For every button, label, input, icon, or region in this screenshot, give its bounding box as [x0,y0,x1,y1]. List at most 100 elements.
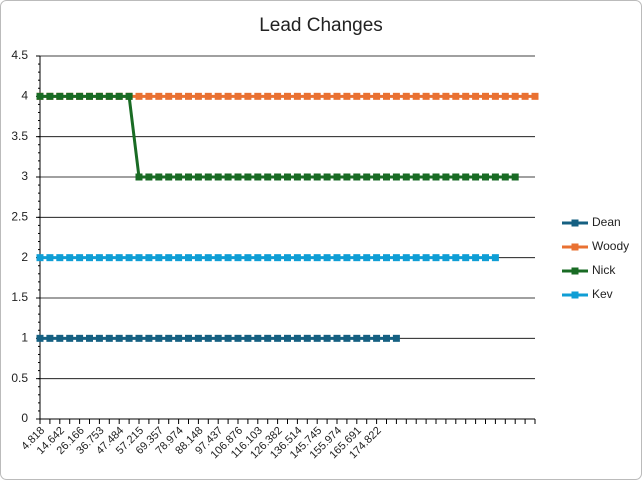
marker [293,173,301,181]
marker [432,254,440,262]
marker [214,334,222,342]
marker [115,334,123,342]
marker [46,254,54,262]
marker [254,254,262,262]
marker [36,254,44,262]
legend-label: Nick [592,263,616,277]
marker [244,173,252,181]
marker [145,92,153,100]
marker [135,92,143,100]
marker [333,92,341,100]
marker [244,92,252,100]
marker [155,173,163,181]
legend-marker [571,219,579,227]
marker [56,334,64,342]
legend-label: Kev [592,287,613,301]
marker [264,334,272,342]
marker [363,334,371,342]
marker [373,254,381,262]
marker [135,334,143,342]
marker [274,254,282,262]
marker [135,173,143,181]
marker [323,254,331,262]
marker [501,173,509,181]
marker [491,92,499,100]
marker [353,92,361,100]
marker [333,254,341,262]
marker [482,173,489,181]
marker [115,92,123,100]
marker [56,254,64,262]
marker [214,173,222,181]
y-tick-label: 4.5 [11,48,28,62]
marker [185,334,192,342]
marker [383,92,390,100]
marker [66,92,74,100]
marker [165,254,173,262]
marker [194,92,202,100]
legend-label: Dean [592,215,621,229]
y-tick-label: 3 [21,169,28,183]
marker [501,92,509,100]
marker [234,92,242,100]
marker [214,254,222,262]
marker [155,92,163,100]
marker [76,254,84,262]
marker [402,173,410,181]
marker [76,92,84,100]
marker [56,92,64,100]
marker [462,173,470,181]
marker [244,334,252,342]
marker [175,173,183,181]
marker [86,334,93,342]
marker [323,334,331,342]
y-tick-label: 3.5 [11,129,28,143]
marker [194,254,202,262]
marker [491,173,499,181]
marker [204,173,212,181]
marker [303,173,311,181]
marker [234,334,242,342]
marker [224,173,232,181]
marker [145,254,153,262]
marker [293,92,301,100]
marker [284,173,291,181]
marker [185,254,192,262]
marker [224,334,232,342]
marker [452,92,460,100]
marker [165,92,173,100]
y-tick-label: 0.5 [11,371,28,385]
marker [264,173,272,181]
marker [274,173,282,181]
marker [46,334,54,342]
marker [343,92,351,100]
marker [125,92,133,100]
marker [264,92,272,100]
marker [36,334,44,342]
marker [511,92,519,100]
marker [284,334,291,342]
marker [363,254,371,262]
marker [194,173,202,181]
marker [363,173,371,181]
marker [66,334,74,342]
marker [383,173,390,181]
marker [145,334,153,342]
marker [383,334,390,342]
marker [472,254,480,262]
marker [313,254,321,262]
marker [373,334,381,342]
marker [86,92,93,100]
y-tick-label: 2 [21,250,28,264]
y-tick-label: 4 [21,89,28,103]
legend-marker [571,291,579,299]
marker [135,254,143,262]
marker [175,254,183,262]
marker [185,92,192,100]
marker [343,334,351,342]
marker [165,334,173,342]
marker [412,92,420,100]
marker [95,254,103,262]
marker [95,334,103,342]
